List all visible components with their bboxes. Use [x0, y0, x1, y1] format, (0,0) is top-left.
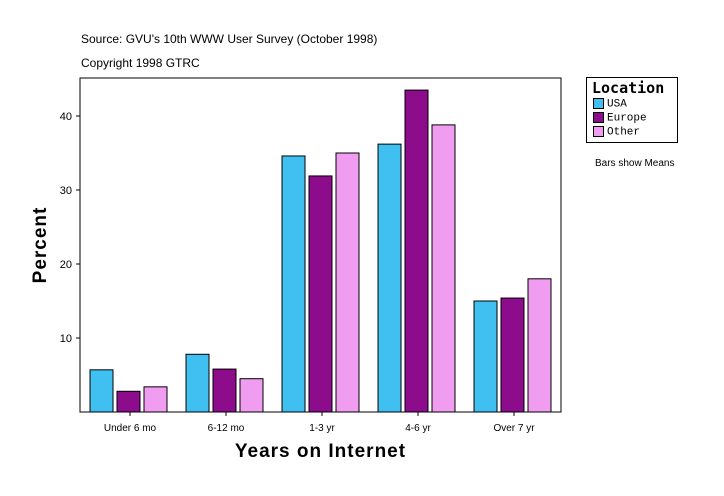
legend-label: USA: [607, 98, 627, 111]
bar-europe: [116, 390, 141, 413]
bar-usa: [473, 300, 498, 413]
x-tick-label: 6-12 mo: [208, 423, 245, 434]
legend-title: Location: [592, 79, 665, 97]
bars-note: Bars show Means: [595, 158, 675, 169]
legend-item-other: Other: [593, 126, 640, 138]
legend: Location USA Europe Other: [586, 77, 678, 143]
y-axis-label: Percent: [30, 207, 51, 284]
y-tick-label: 30: [60, 185, 72, 197]
copyright-text: Copyright 1998 GTRC: [81, 56, 200, 70]
legend-swatch: [593, 126, 604, 137]
bar-usa: [377, 143, 402, 413]
bar-usa: [281, 155, 306, 413]
y-tick-label: 10: [60, 333, 72, 345]
bar-usa: [89, 369, 114, 413]
bar-europe: [308, 175, 333, 413]
legend-label: Other: [607, 126, 641, 139]
bar-other: [239, 378, 264, 413]
legend-swatch: [593, 98, 604, 109]
legend-label: Europe: [607, 112, 647, 125]
bar-other: [527, 278, 552, 413]
bar-usa: [185, 353, 210, 413]
bar-europe: [404, 89, 429, 413]
bar-europe: [500, 297, 525, 413]
legend-item-europe: Europe: [593, 112, 647, 124]
legend-swatch: [593, 112, 604, 123]
y-tick-label: 20: [60, 259, 72, 271]
bar-other: [335, 152, 360, 413]
bar-other: [431, 124, 456, 413]
x-tick-label: 1-3 yr: [309, 423, 335, 434]
bar-europe: [212, 368, 237, 413]
x-tick-label: Under 6 mo: [104, 423, 157, 434]
x-tick-label: Over 7 yr: [493, 423, 535, 434]
y-tick-label: 40: [60, 111, 72, 123]
bar-other: [143, 386, 168, 413]
source-text: Source: GVU's 10th WWW User Survey (Octo…: [81, 32, 378, 46]
x-tick-label: 4-6 yr: [405, 423, 431, 434]
x-axis-label: Years on Internet: [235, 441, 406, 462]
legend-item-usa: USA: [593, 98, 627, 110]
